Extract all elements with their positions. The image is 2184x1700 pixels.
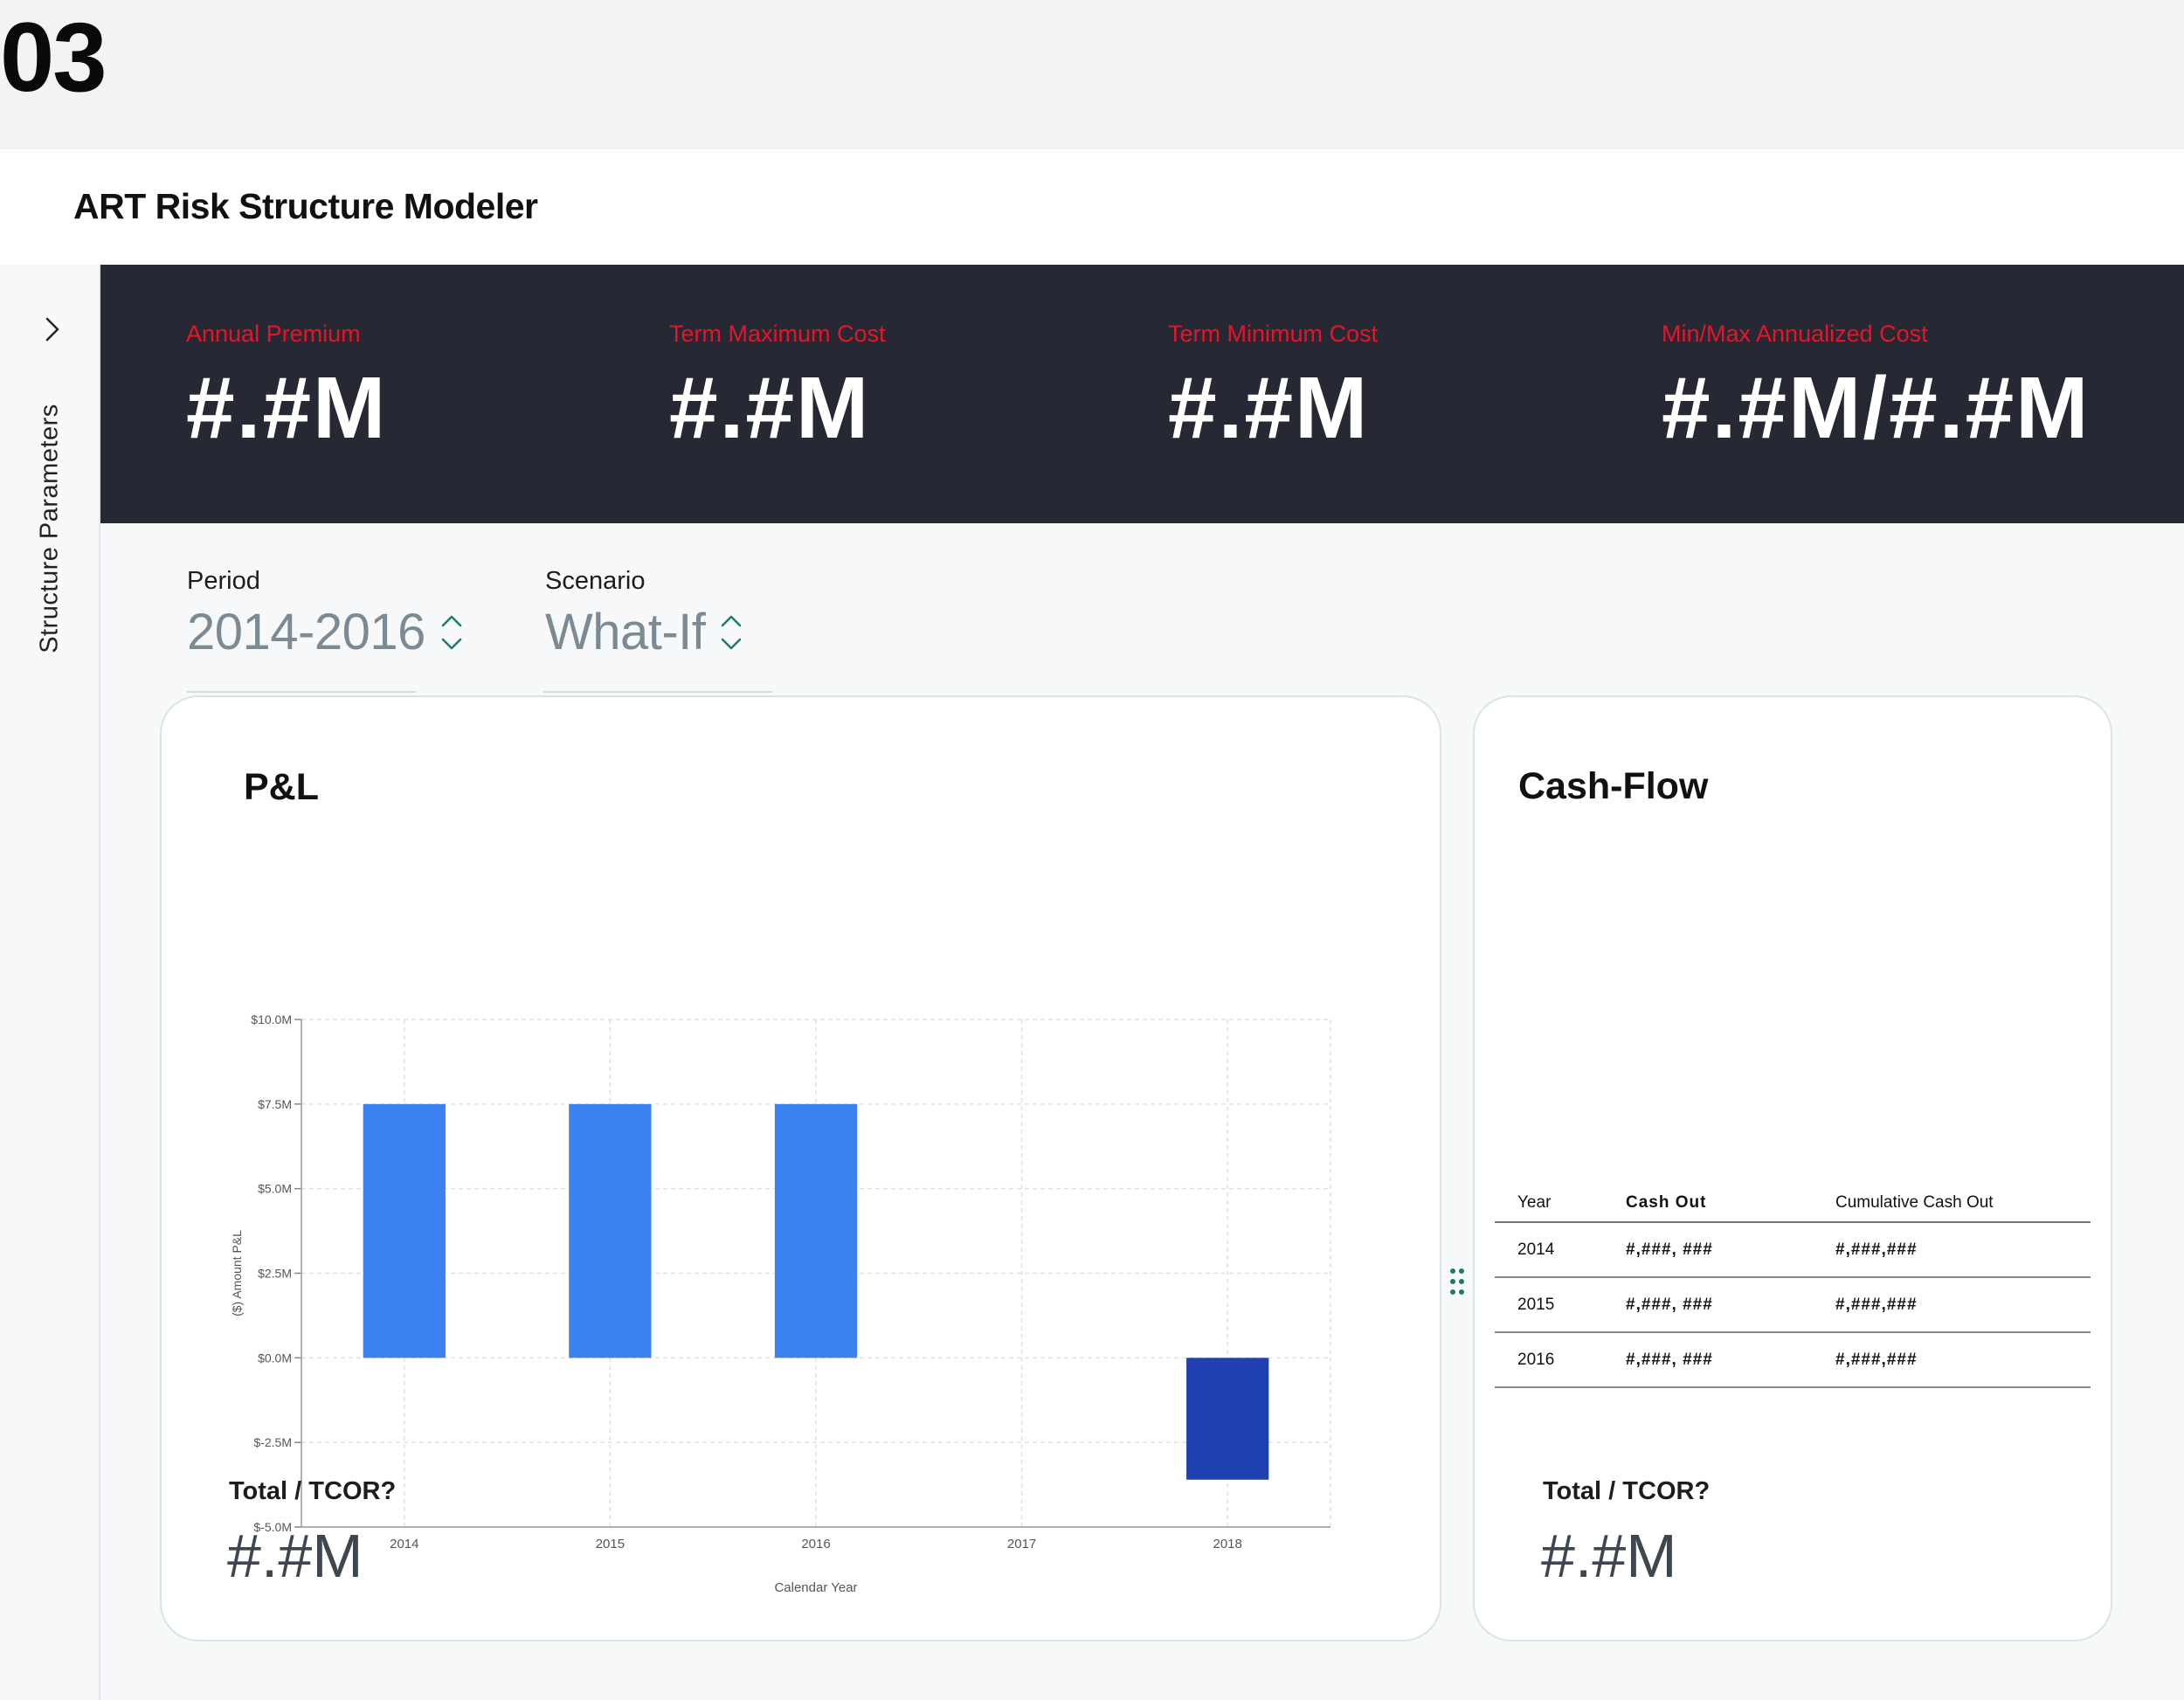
scenario-label: Scenario xyxy=(545,567,646,595)
y-tick-label: $7.5M xyxy=(258,1097,292,1111)
y-tick-label: $-2.5M xyxy=(253,1435,292,1449)
step-number: 03 xyxy=(0,3,107,112)
scenario-value[interactable]: What-If xyxy=(545,604,706,660)
structure-parameters-label[interactable]: Structure Parameters xyxy=(35,404,64,653)
cell-cumulative-cash-out: #,###,### xyxy=(1835,1222,2091,1278)
x-tick-label: 2018 xyxy=(1213,1537,1242,1551)
x-tick-label: 2015 xyxy=(596,1537,625,1551)
scenario-underline xyxy=(543,691,772,693)
kpi-min-max-annualized-cost: Min/Max Annualized Cost #.#M/#.#M xyxy=(1662,321,2090,459)
kpi-label: Term Maximum Cost xyxy=(669,321,886,347)
kpi-value: #.#M xyxy=(186,359,388,457)
cell-cumulative-cash-out: #,###,### xyxy=(1835,1277,2091,1333)
scenario-selector[interactable]: Scenario What-If xyxy=(545,567,743,661)
table-header-row: Year Cash Out Cumulative Cash Out xyxy=(1495,1187,2091,1223)
y-axis-title: ($) Amount P&L xyxy=(230,1230,244,1316)
kpi-annual-premium: Annual Premium #.#M xyxy=(186,321,387,459)
kpi-value: #.#M xyxy=(669,359,871,457)
bar-2014 xyxy=(363,1103,446,1358)
kpi-value: #.#M xyxy=(1168,359,1370,457)
cashflow-title: Cash-Flow xyxy=(1518,765,1709,807)
period-label: Period xyxy=(187,567,260,595)
pl-total-label: Total / TCOR? xyxy=(229,1477,397,1505)
column-header-cumulative-cash-out: Cumulative Cash Out xyxy=(1835,1187,2091,1223)
app-title: ART Risk Structure Modeler xyxy=(73,186,538,226)
drag-handle-icon[interactable] xyxy=(1449,1268,1465,1296)
pl-title: P&L xyxy=(244,766,319,808)
bar-2018 xyxy=(1186,1358,1269,1480)
x-tick-label: 2017 xyxy=(1007,1537,1036,1551)
cell-cumulative-cash-out: #,###,### xyxy=(1835,1332,2091,1388)
table-row: 2016 #,###, ### #,###,### xyxy=(1495,1332,2091,1388)
y-tick-label: $10.0M xyxy=(251,1012,292,1026)
kpi-term-maximum-cost: Term Maximum Cost #.#M xyxy=(669,321,886,459)
cashflow-table: Year Cash Out Cumulative Cash Out 2014 #… xyxy=(1495,1187,2091,1388)
column-header-cash-out: Cash Out xyxy=(1626,1187,1835,1223)
cell-cash-out: #,###, ### xyxy=(1626,1222,1835,1278)
period-selector[interactable]: Period 2014-2016 xyxy=(187,567,464,661)
cell-year: 2014 xyxy=(1495,1222,1626,1278)
y-tick-label: $5.0M xyxy=(258,1182,292,1196)
up-down-stepper-icon[interactable] xyxy=(439,608,464,657)
structure-parameters-rail[interactable]: Structure Parameters xyxy=(0,265,100,1700)
pl-bar-chart: $-5.0M $-2.5M $0.0M $2.5M $5.0M $7.5M $10.0M 20… xyxy=(230,1012,1331,1595)
kpi-label: Min/Max Annualized Cost xyxy=(1662,321,1928,347)
table-row: 2014 #,###, ### #,###,### xyxy=(1495,1222,2091,1278)
x-tick-label: 2016 xyxy=(801,1537,830,1551)
cashflow-total-value: #.#M xyxy=(1541,1522,1677,1590)
kpi-label: Annual Premium xyxy=(186,321,361,347)
kpi-term-minimum-cost: Term Minimum Cost #.#M xyxy=(1168,321,1378,459)
x-axis-title: Calendar Year xyxy=(774,1580,857,1595)
kpi-label: Term Minimum Cost xyxy=(1168,321,1379,347)
period-underline xyxy=(187,691,416,693)
app-header: ART Risk Structure Modeler xyxy=(0,149,2184,265)
kpi-summary-bar: Annual Premium #.#M Term Maximum Cost #.… xyxy=(100,265,2184,523)
up-down-stepper-icon[interactable] xyxy=(719,608,743,657)
bar-2015 xyxy=(569,1103,652,1358)
cashflow-total-label: Total / TCOR? xyxy=(1543,1477,1711,1505)
y-tick-label: $0.0M xyxy=(258,1351,292,1365)
cell-year: 2015 xyxy=(1495,1277,1626,1333)
y-tick-label: $2.5M xyxy=(258,1267,292,1281)
cell-year: 2016 xyxy=(1495,1332,1626,1388)
kpi-value: #.#M/#.#M xyxy=(1662,359,2091,457)
bar-2016 xyxy=(774,1103,858,1358)
cell-cash-out: #,###, ### xyxy=(1626,1277,1835,1333)
column-header-year: Year xyxy=(1495,1187,1626,1223)
app-window: ART Risk Structure Modeler Structure Par… xyxy=(0,149,2184,1700)
chevron-right-icon[interactable] xyxy=(37,314,68,345)
pl-total-value: #.#M xyxy=(227,1522,363,1590)
cashflow-card: Cash-Flow xyxy=(1473,695,2112,1641)
y-tick-label: $-5.0M xyxy=(253,1520,292,1534)
period-value[interactable]: 2014-2016 xyxy=(187,604,425,660)
cell-cash-out: #,###, ### xyxy=(1626,1332,1835,1388)
table-row: 2015 #,###, ### #,###,### xyxy=(1495,1277,2091,1333)
x-tick-label: 2014 xyxy=(390,1537,418,1551)
